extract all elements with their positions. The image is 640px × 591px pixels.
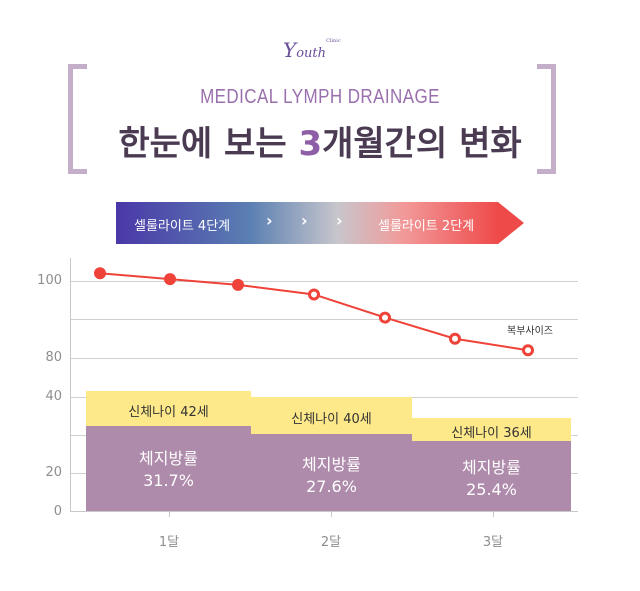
title-highlight: 3 xyxy=(298,124,323,164)
banner-right-label: 셀룰라이트 2단계 xyxy=(378,219,475,234)
data-point xyxy=(379,311,391,324)
data-point xyxy=(308,288,320,301)
fat-value: 25.4% xyxy=(466,480,517,499)
body-age-bar xyxy=(412,418,571,441)
title-pre: 한눈에 보는 xyxy=(118,124,299,164)
gridline xyxy=(70,358,578,359)
page-title: 한눈에 보는 3개월간의 변화 xyxy=(0,116,640,165)
fat-label: 체지방률 xyxy=(139,449,198,468)
title-post: 개월간의 변화 xyxy=(322,124,522,164)
x-tick xyxy=(169,511,170,517)
banner-arrow-tip xyxy=(498,202,524,244)
body-fat-label: 체지방률 25.4% xyxy=(412,457,571,501)
series-label: 복부사이즈 xyxy=(507,326,553,337)
gridline xyxy=(70,319,578,320)
body-age-label: 신체나이 40세 xyxy=(291,412,372,427)
chevron-right-icon: › xyxy=(336,211,343,230)
body-fat-label: 체지방률 31.7% xyxy=(86,448,251,492)
y-tick-label: 80 xyxy=(45,350,62,365)
data-point xyxy=(232,278,244,291)
fat-label: 체지방률 xyxy=(462,458,521,477)
fat-value: 31.7% xyxy=(143,471,194,490)
y-axis xyxy=(70,258,71,512)
data-point xyxy=(164,273,176,286)
x-tick xyxy=(331,511,332,517)
chevron-right-icon: › xyxy=(301,211,308,230)
progress-banner xyxy=(116,202,498,244)
x-axis xyxy=(70,511,578,512)
series-line xyxy=(99,272,529,352)
body-age-label: 신체나이 36세 xyxy=(451,426,532,441)
chevron-right-icon: › xyxy=(266,211,273,230)
y-tick-label: 40 xyxy=(45,389,62,404)
body-fat-bar xyxy=(86,426,251,511)
x-tick-label: 2달 xyxy=(320,535,342,550)
x-tick-label: 3달 xyxy=(482,535,504,550)
logo-sub: Clinic xyxy=(326,38,341,44)
body-fat-bar xyxy=(412,441,571,511)
y-tick-label: 0 xyxy=(53,504,62,519)
right-bracket xyxy=(537,64,556,174)
logo-text: outh xyxy=(296,46,326,61)
fat-label: 체지방률 xyxy=(302,455,361,474)
fat-value: 27.6% xyxy=(306,477,357,496)
data-point xyxy=(94,267,106,280)
left-bracket xyxy=(68,64,87,174)
subtitle: MEDICAL LYMPH DRAINAGE xyxy=(200,86,440,108)
body-age-bar xyxy=(86,391,251,426)
body-fat-label: 체지방률 27.6% xyxy=(251,454,412,498)
body-fat-bar xyxy=(251,434,412,511)
youth-clinic-logo: YouthClinic xyxy=(283,38,341,62)
y-tick-label: 20 xyxy=(45,465,62,480)
body-age-bar xyxy=(251,397,412,434)
data-point xyxy=(522,344,534,357)
y-tick-label: 100 xyxy=(37,273,62,288)
gridline xyxy=(70,281,578,282)
banner-left-label: 셀룰라이트 4단계 xyxy=(134,219,231,234)
body-age-label: 신체나이 42세 xyxy=(128,405,209,420)
x-tick xyxy=(493,511,494,517)
x-tick-label: 1달 xyxy=(158,535,180,550)
data-point xyxy=(449,332,461,345)
